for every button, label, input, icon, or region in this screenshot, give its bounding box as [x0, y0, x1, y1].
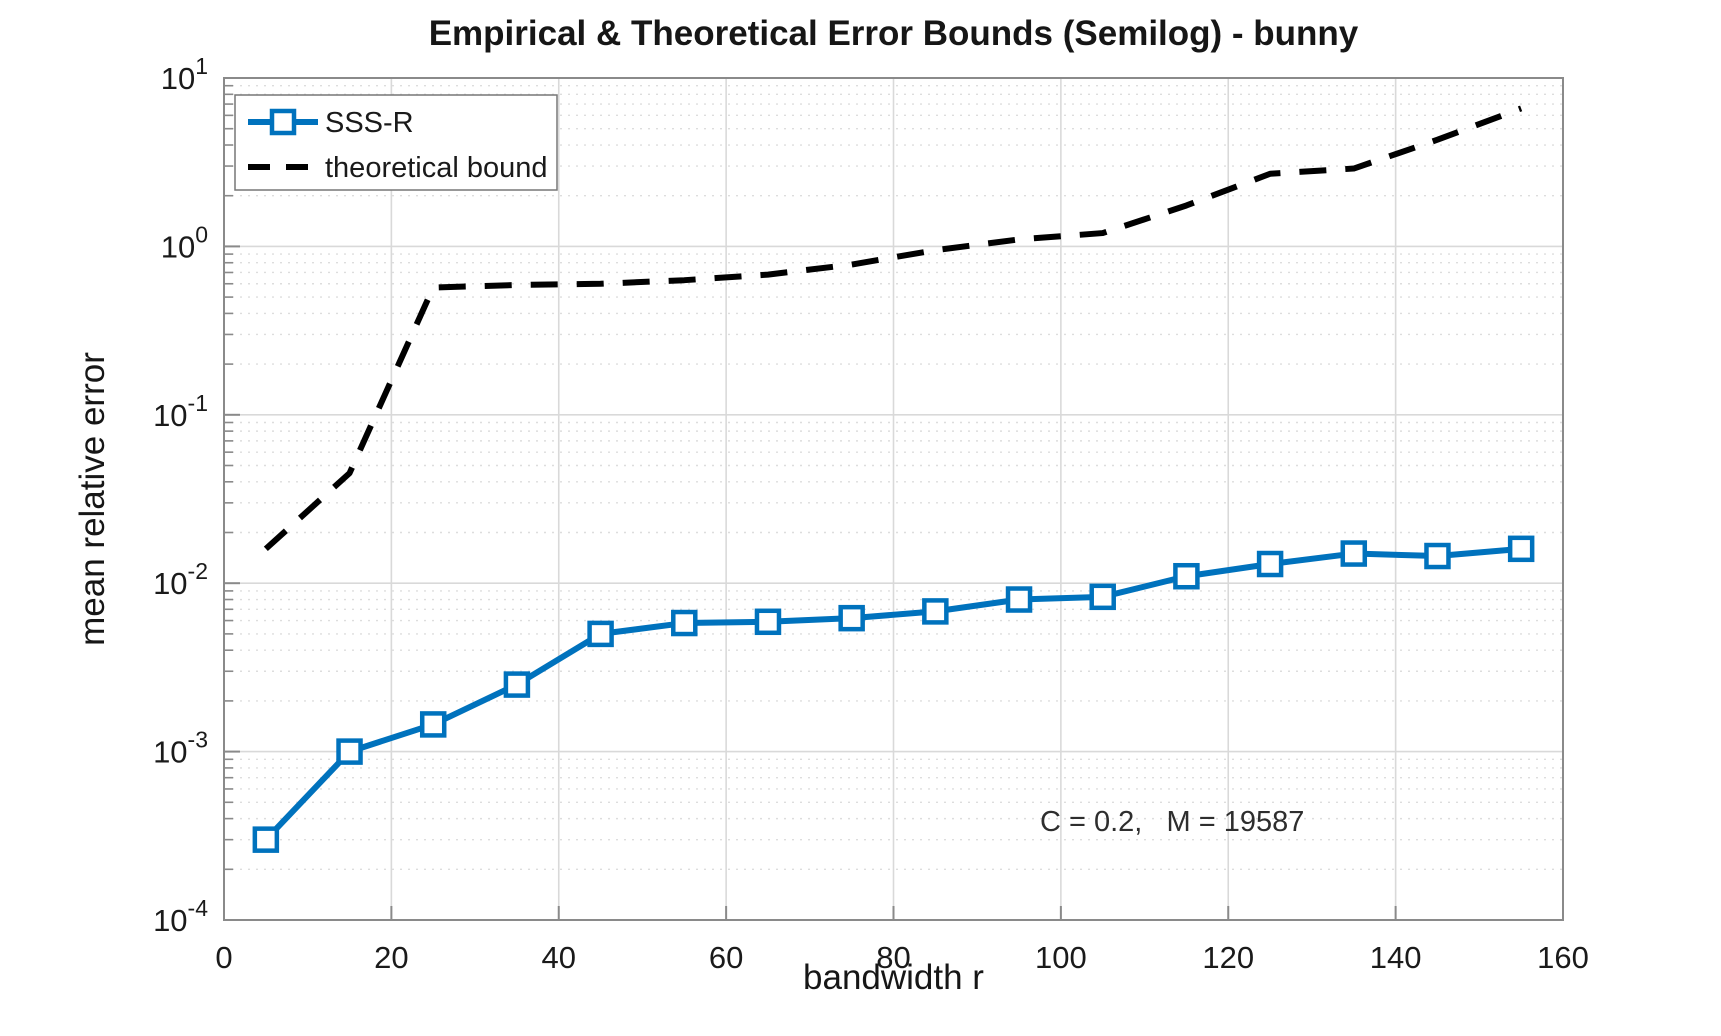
- series-line-0: [263, 545, 1522, 842]
- data-point-marker: [922, 598, 949, 625]
- x-axis-label: bandwidth r: [803, 958, 984, 997]
- data-point-marker: [1507, 535, 1535, 563]
- y-axis-label: mean relative error: [73, 352, 112, 646]
- data-point-marker: [1089, 583, 1116, 611]
- series-line-1: [263, 105, 1523, 552]
- data-point-marker: [1340, 540, 1368, 567]
- y-tick-label: 10-2: [153, 558, 208, 601]
- x-tick-label: 20: [374, 940, 408, 975]
- legend-label: SSS-R: [325, 107, 414, 139]
- data-point-marker: [754, 608, 782, 636]
- annotation-text: C = 0.2, M = 19587: [1040, 806, 1305, 838]
- x-tick-label: 140: [1370, 940, 1422, 975]
- x-tick-label: 80: [876, 940, 910, 975]
- y-tick-label: 10-1: [153, 390, 208, 433]
- y-tick-label: 100: [161, 221, 208, 264]
- legend-marker-sample: [269, 108, 297, 136]
- y-tick-label: 10-4: [153, 895, 208, 938]
- x-tick-label: 160: [1537, 940, 1589, 975]
- x-tick-label: 100: [1035, 940, 1087, 975]
- data-point-marker: [336, 738, 363, 765]
- data-point-marker: [587, 620, 614, 648]
- data-point-marker: [1256, 550, 1284, 578]
- data-point-marker: [838, 604, 865, 632]
- data-point-marker: [252, 826, 280, 853]
- data-point-marker: [503, 671, 531, 698]
- x-tick-label: 0: [215, 940, 232, 975]
- chart-title: Empirical & Theoretical Error Bounds (Se…: [428, 14, 1359, 53]
- y-tick-label: 101: [161, 53, 208, 96]
- data-point-marker: [419, 711, 447, 738]
- data-point-marker: [671, 609, 698, 637]
- x-tick-label: 40: [542, 940, 576, 975]
- data-point-marker: [1424, 542, 1451, 570]
- y-tick-label: 10-3: [153, 727, 208, 770]
- data-point-marker: [1173, 562, 1200, 590]
- x-tick-label: 60: [709, 940, 743, 975]
- x-tick-label: 120: [1202, 940, 1254, 975]
- legend-label: theoretical bound: [325, 152, 548, 184]
- data-point-marker: [1005, 586, 1033, 613]
